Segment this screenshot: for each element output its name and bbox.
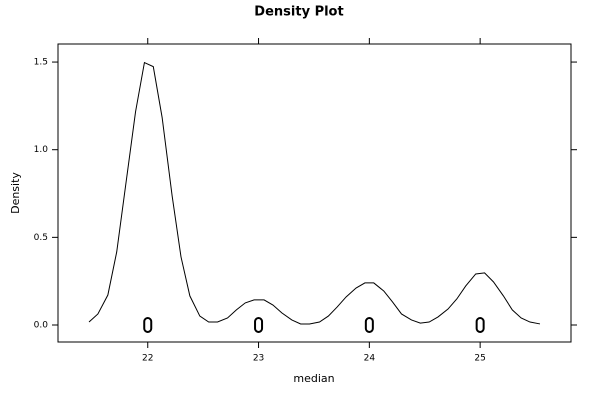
chart-title: Density Plot <box>254 5 343 20</box>
rug-point <box>364 316 374 333</box>
x-tick-label: 22 <box>142 354 153 364</box>
y-tick-label: 1.0 <box>34 145 49 155</box>
y-tick-label: 1.5 <box>34 58 48 68</box>
x-axis-label: median <box>293 372 334 385</box>
y-axis-label: Density <box>9 172 22 214</box>
plot-frame <box>57 43 572 343</box>
rug-point <box>254 316 264 333</box>
y-tick-label: 0.5 <box>34 233 48 243</box>
density-line <box>88 61 541 325</box>
rug-point <box>475 316 485 333</box>
y-tick-label: 0.0 <box>34 320 49 330</box>
x-tick-label: 23 <box>253 354 264 364</box>
rug-point <box>143 316 153 333</box>
x-tick-label: 25 <box>474 354 485 364</box>
x-tick-label: 24 <box>364 354 376 364</box>
